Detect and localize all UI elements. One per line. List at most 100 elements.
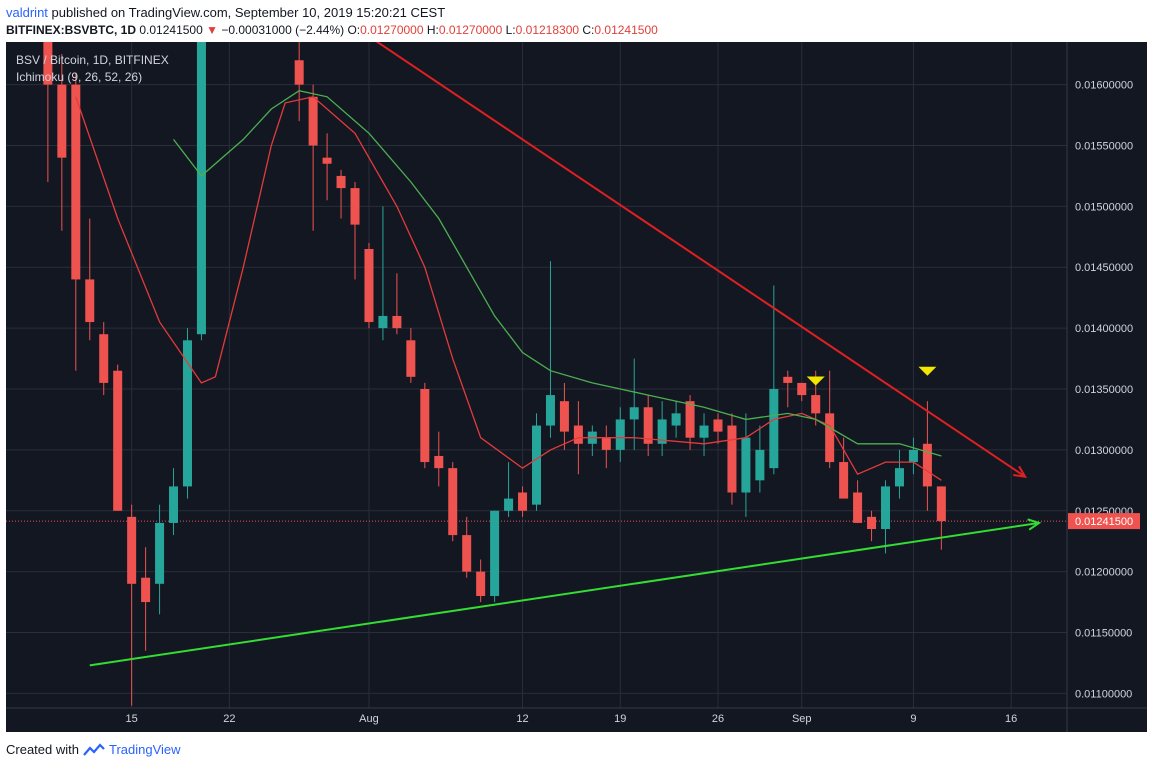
down-arrow-icon: ▼ [206,23,218,37]
footer: Created with TradingView [6,742,181,757]
candle-body [406,340,415,377]
price-tick-label: 0.01450000 [1075,262,1133,274]
candle-body [364,249,373,322]
candle-body [141,578,150,602]
author-link[interactable]: valdrint [6,5,48,20]
last-price-value: 0.01241500 [139,23,202,37]
high-label: H: [427,23,439,37]
candle-body [797,383,806,395]
candle-body [85,279,94,322]
candle-body [169,486,178,523]
price-tick-label: 0.01550000 [1075,140,1133,152]
candle-body [309,97,318,146]
candle-body [560,401,569,431]
candle-body [741,438,750,493]
symbol-name: BITFINEX:BSVBTC, 1D [6,23,136,37]
candle-body [71,85,80,280]
candle[interactable] [183,328,192,498]
close-label: C: [582,23,594,37]
candle-body [532,426,541,505]
price-tick-label: 0.01500000 [1075,201,1133,213]
candle[interactable] [490,511,499,602]
low-label: L: [506,23,516,37]
candle-body [909,450,918,462]
time-tick-label: 19 [614,713,626,725]
candle-body [630,407,639,419]
price-tick-label: 0.01600000 [1075,80,1133,92]
last-price-label: 0.01241500 [1075,516,1133,528]
candle[interactable] [197,42,206,340]
time-tick-label: 9 [910,713,916,725]
candle-body [57,85,66,158]
candle[interactable] [532,413,541,510]
price-tick-label: 0.01400000 [1075,323,1133,335]
time-tick-label: 26 [712,713,724,725]
change-value: −0.00031000 (−2.44%) [221,23,344,37]
candle-body [727,426,736,493]
open-value: 0.01270000 [360,23,423,37]
time-tick-label: 16 [1005,713,1017,725]
candle-body [686,401,695,438]
close-value: 0.01241500 [594,23,657,37]
candle-body [113,371,122,511]
candle[interactable] [113,365,122,511]
published-text: published on TradingView.com, September … [52,5,446,20]
price-tick-label: 0.01200000 [1075,567,1133,579]
candle-body [295,60,304,84]
candle-body [420,389,429,462]
price-tick-label: 0.01350000 [1075,384,1133,396]
candle-body [755,450,764,480]
high-value: 0.01270000 [439,23,502,37]
price-tick-label: 0.01150000 [1075,628,1132,640]
candle[interactable] [420,383,429,468]
symbol-ohlc-line: BITFINEX:BSVBTC, 1D 0.01241500 ▼ −0.0003… [6,22,658,38]
candle-body [351,188,360,225]
candle-body [127,517,136,584]
legend-indicator: Ichimoku (9, 26, 52, 26) [16,70,142,84]
candle-body [867,517,876,529]
candle-body [462,535,471,572]
candle-body [448,468,457,535]
candle-body [839,462,848,499]
candle-body [672,413,681,425]
candle[interactable] [727,413,736,504]
candle-body [574,426,583,444]
candle-body [700,426,709,438]
tradingview-logo-icon [83,743,105,757]
candle[interactable] [364,243,373,328]
created-with-text: Created with [6,742,79,757]
candle-body [853,492,862,522]
price-tick-label: 0.01300000 [1075,445,1133,457]
chart-area[interactable]: BSV / Bitcoin, 1D, BITFINEX Ichimoku (9,… [6,42,1147,732]
candle-body [602,438,611,450]
candle-body [392,316,401,328]
candle-body [811,395,820,413]
time-tick-label: Sep [792,713,812,725]
candle-body [518,492,527,510]
publish-header: valdrint published on TradingView.com, S… [6,5,445,21]
time-tick-label: 15 [126,713,138,725]
candle-body [378,316,387,328]
candle-body [616,419,625,449]
candle[interactable] [448,462,457,541]
candle-body [323,158,332,164]
low-value: 0.01218300 [516,23,579,37]
candle-body [476,572,485,596]
open-label: O: [347,23,360,37]
time-tick-label: 12 [516,713,528,725]
time-tick-label: Aug [359,713,379,725]
candle-body [490,511,499,596]
candle-body [881,486,890,529]
candle-body [337,176,346,188]
time-tick-label: 22 [223,713,235,725]
candle-body [783,377,792,383]
candle-body [197,42,206,334]
candle-body [99,334,108,383]
price-chart[interactable]: BSV / Bitcoin, 1D, BITFINEX Ichimoku (9,… [6,42,1147,732]
candle-body [504,499,513,511]
tradingview-brand[interactable]: TradingView [109,742,181,757]
candle-body [895,468,904,486]
candle-body [434,456,443,468]
price-tick-label: 0.01100000 [1075,688,1132,700]
candle-body [713,419,722,431]
